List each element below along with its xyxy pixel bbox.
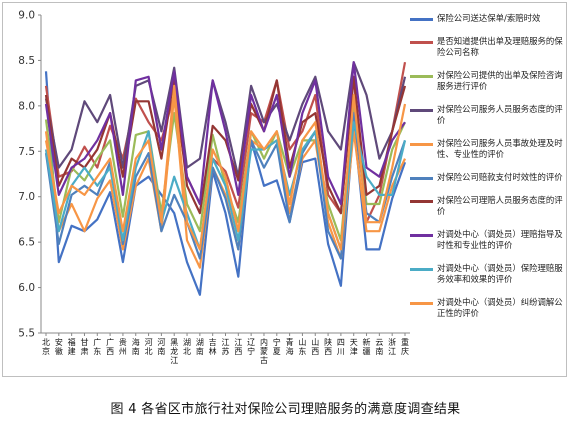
x-tick-label: 江苏 [222, 338, 230, 356]
y-tick-label: 8.5 [18, 55, 35, 67]
x-tick-label: 贵州 [119, 337, 127, 356]
legend-label: 对调处中心（调处员）纠纷调解公正性的评价 [437, 297, 563, 318]
legend-item-2: 是否知道提供出单及理赔服务的保险公司名称 [410, 36, 570, 58]
legend-label: 对保险公司服务人员事故处理及时性、专业性的评价 [437, 138, 563, 159]
series-line-8 [44, 61, 406, 206]
y-tick-label: 6.5 [18, 237, 35, 249]
x-tick-label: 天津 [350, 338, 358, 356]
x-tick-label: 河南 [157, 337, 165, 356]
y-tick-label: 9.0 [18, 10, 35, 22]
legend-swatch [410, 177, 433, 180]
x-tick-label: 新疆 [363, 337, 371, 356]
legend-item-4: 对保险公司服务人员服务态度的评价 [410, 104, 570, 126]
legend: 保险公司送达保单/索赔时效是否知道提供出单及理赔服务的保险公司名称 对保险公司提供… [410, 13, 570, 319]
x-tick-label: 重庆 [401, 337, 409, 356]
x-tick-label: 辽宁 [247, 338, 255, 356]
x-tick-label: 山东 [298, 337, 306, 356]
y-tick-label: 7.5 [18, 146, 35, 158]
series-lines [44, 61, 407, 296]
x-tick-label: 青海 [286, 337, 294, 356]
legend-item-8: 对调处中心（调处员）理赔指导及时性和专业性的评价 [410, 229, 570, 251]
figure-caption: 图 4 各省区市旅行社对保险公司理赔服务的满意度调查结果 [110, 402, 461, 417]
x-tick-label: 湖北 [183, 338, 191, 356]
x-tick-label: 广东 [93, 337, 101, 356]
legend-item-9: 对调处中心（调处员）保险理赔服务效率和效果的评价 [410, 263, 570, 285]
x-tick-label: 福建 [68, 338, 76, 356]
legend-swatch [410, 234, 433, 237]
chart-frame: 5.5 6.0 6.5 7.0 7.5 8.0 8.5 9.0 北京 安徽 福建 甘肃 广东 广西 贵州海… [2, 2, 567, 377]
x-tick-label: 吉林 [209, 338, 217, 356]
x-tick-label: 山西 [311, 337, 319, 356]
x-tick-label: 四川 [337, 338, 345, 356]
legend-swatch [410, 268, 433, 271]
legend-item-7: 对保险公司理赔人员服务态度的评价 [410, 195, 570, 217]
x-tick-label: 北京 [42, 338, 50, 356]
x-tick-label: 宁夏 [273, 337, 281, 356]
series-line-4 [44, 61, 407, 178]
legend-swatch [410, 200, 433, 203]
y-axis-ticks: 5.5 6.0 6.5 7.0 7.5 8.0 8.5 9.0 [18, 10, 41, 340]
legend-label: 是否知道提供出单及理赔服务的保险公司名称 [437, 36, 563, 57]
legend-label: 对保险公司提供的出单及保险咨询服务进行评价 [437, 70, 563, 91]
x-tick-label: 海南 [132, 337, 140, 356]
line-chart: 5.5 6.0 6.5 7.0 7.5 8.0 8.5 9.0 北京安徽福建甘肃广东广西贵州海… [18, 10, 410, 365]
legend-swatch [410, 75, 433, 78]
legend-swatch [410, 41, 433, 44]
legend-swatch [410, 143, 433, 146]
legend-item-6: 对保险公司赔款支付时效性的评价 [410, 172, 570, 183]
legend-item-3: 对保险公司提供的出单及保险咨询服务进行评价 [410, 70, 570, 92]
x-tick-label: 广西 [106, 337, 114, 356]
legend-label: 对调处中心（调处员）保险理赔服务效率和效果的评价 [437, 263, 563, 284]
x-tick-label: 内蒙古 [260, 337, 268, 365]
x-tick-label: 黑龙江 [170, 338, 178, 365]
legend-swatch [410, 302, 433, 305]
legend-swatch [410, 18, 433, 21]
x-tick-label: 浙江 [388, 337, 396, 356]
legend-swatch [410, 109, 433, 112]
y-tick-label: 6.0 [18, 282, 35, 294]
legend-label: 对调处中心（调处员）理赔指导及时性和专业性的评价 [437, 229, 563, 250]
legend-label: 对保险公司理赔人员服务态度的评价 [437, 195, 563, 216]
y-tick-label: 7.0 [18, 191, 35, 203]
legend-item-5: 对保险公司服务人员事故处理及时性、专业性的评价 [410, 138, 570, 160]
legend-item-10: 对调处中心（调处员）纠纷调解公正性的评价 [410, 297, 570, 319]
x-tick-label: 湖南 [196, 338, 204, 356]
y-tick-label: 5.5 [18, 328, 35, 340]
x-tick-label: 江西 [234, 338, 242, 356]
x-axis-ticks: 北京安徽福建甘肃广东广西贵州海南河北河南黑龙江湖北湖南吉林江苏江西辽宁内蒙古宁夏… [42, 333, 409, 365]
x-tick-label: 甘肃 [80, 337, 88, 356]
x-tick-label: 河北 [145, 337, 153, 356]
series-line-1 [44, 71, 407, 296]
x-tick-label: 陕西 [324, 337, 332, 356]
x-tick-label: 安徽 [55, 337, 63, 356]
legend-label: 对保险公司赔款支付时效性的评价 [437, 172, 563, 182]
legend-label: 保险公司送达保单/索赔时效 [437, 13, 541, 23]
y-tick-label: 8.0 [18, 100, 35, 112]
legend-item-1: 保险公司送达保单/索赔时效 [410, 13, 570, 24]
legend-label: 对保险公司服务人员服务态度的评价 [437, 104, 563, 125]
series-line-10 [44, 84, 407, 251]
x-tick-label: 云南 [375, 338, 383, 356]
